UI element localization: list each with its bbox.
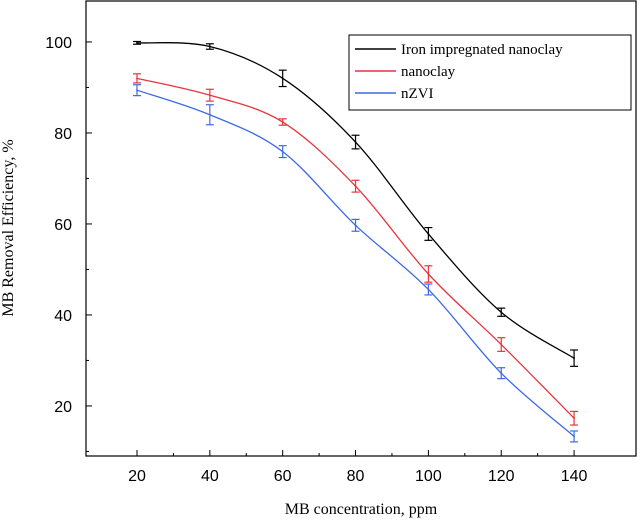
x-tick-label: 20 [128, 468, 146, 485]
x-tick-label: 80 [347, 468, 365, 485]
series-group [132, 73, 579, 426]
data-point [208, 94, 211, 97]
data-point [500, 372, 503, 375]
series-group [132, 40, 579, 367]
ticks-layer: 20 40 60 80 100 120 140 20 40 60 80 100 [45, 35, 587, 485]
y-tick-label: 80 [54, 126, 72, 143]
data-point [427, 288, 430, 291]
legend-label: nanoclay [401, 64, 456, 80]
legend-items: Iron impregnated nanoclay nanoclay nZVI [355, 42, 563, 102]
plot-frame [85, 0, 637, 457]
x-axis-title: MB concentration, ppm [285, 501, 438, 518]
x-tick-label: 40 [201, 468, 219, 485]
data-point [136, 77, 138, 80]
data-point [354, 185, 357, 188]
legend-box [348, 34, 632, 111]
y-tick-label: 60 [54, 217, 72, 234]
data-point [136, 89, 138, 92]
x-tick-label: 140 [561, 468, 588, 485]
x-tick-label: 60 [274, 468, 292, 485]
data-point [427, 273, 430, 275]
y-axis-title: MB Removal Efficiency, % [0, 139, 17, 316]
data-point [354, 224, 357, 227]
data-point [573, 417, 575, 420]
y-tick-label: 100 [45, 35, 72, 52]
series-layer [132, 40, 579, 443]
data-point [136, 41, 138, 44]
y-tick-label: 40 [54, 308, 72, 325]
data-point [208, 113, 211, 116]
legend: Iron impregnated nanoclay nanoclay nZVI [348, 34, 632, 111]
legend-label: nZVI [401, 86, 434, 102]
data-point [208, 45, 211, 48]
data-point [500, 343, 503, 346]
x-tick-label: 100 [415, 468, 442, 485]
data-point [281, 121, 284, 123]
data-point [573, 357, 575, 360]
data-point [500, 311, 503, 314]
y-tick-label: 20 [54, 399, 72, 416]
legend-label: Iron impregnated nanoclay [401, 42, 563, 58]
x-tick-label: 120 [488, 468, 515, 485]
series-line [136, 77, 575, 419]
data-point [354, 141, 357, 143]
data-point [281, 77, 284, 80]
data-point [427, 233, 430, 235]
data-point [573, 435, 575, 438]
series-group [132, 84, 579, 443]
data-point [281, 150, 284, 153]
